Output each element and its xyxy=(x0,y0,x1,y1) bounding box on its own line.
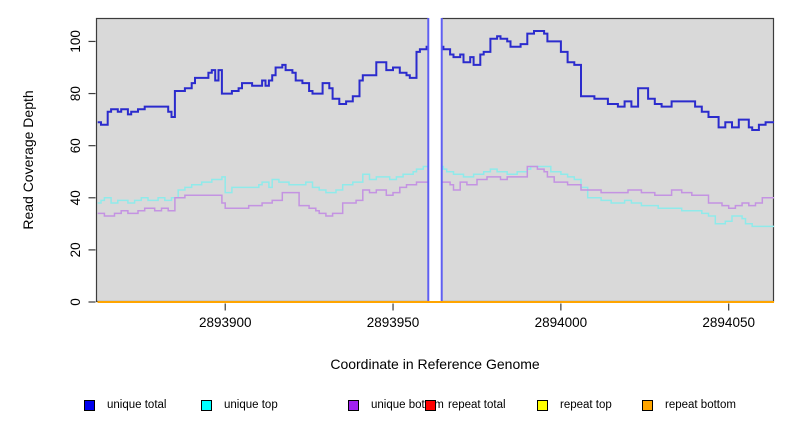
y-tick-label: 20 xyxy=(68,242,83,257)
x-tick-label: 2893950 xyxy=(367,315,420,330)
coverage-chart: 2893900 2893950 2894000 2894050 0 20 40 60 80 100… xyxy=(20,11,775,372)
highlight-band xyxy=(428,11,442,301)
series-unique-top xyxy=(97,165,774,228)
y-tick-label: 100 xyxy=(68,30,83,53)
y-axis-label: Read Coverage Depth xyxy=(20,90,36,229)
plot-area: 2893900 2893950 2894000 2894050 0 20 40 60 80 100 xyxy=(68,11,775,330)
legend-label: unique top xyxy=(224,399,278,411)
x-tick-label: 2894000 xyxy=(535,315,588,330)
series-unique-bottom xyxy=(97,165,774,217)
y-tick-label: 40 xyxy=(68,190,83,205)
legend-label: repeat top xyxy=(560,399,612,411)
legend-swatch-unique-top xyxy=(201,399,212,411)
chart-legend: unique total unique top unique bottom repea… xyxy=(0,397,792,415)
legend-label: repeat total xyxy=(448,399,506,411)
legend-swatch-repeat-total xyxy=(425,399,436,411)
y-tick-label: 0 xyxy=(68,298,83,306)
legend-swatch-unique-bottom xyxy=(348,399,359,411)
legend-label: repeat bottom xyxy=(665,399,736,411)
legend-item-repeat-top: repeat top xyxy=(537,397,612,413)
x-tick-label: 2893900 xyxy=(199,315,252,330)
legend-swatch-unique-total xyxy=(84,399,95,411)
legend-item-unique-top: unique top xyxy=(201,397,278,413)
legend-swatch-repeat-top xyxy=(537,399,548,411)
y-tick-label: 60 xyxy=(68,138,83,153)
legend-item-unique-total: unique total xyxy=(84,397,166,413)
legend-label: unique total xyxy=(107,399,167,411)
series-unique-total xyxy=(97,30,774,131)
x-tick-label: 2894050 xyxy=(702,315,755,330)
legend-item-repeat-bottom: repeat bottom xyxy=(642,397,736,413)
x-axis-label: Coordinate in Reference Genome xyxy=(330,356,540,372)
y-tick-label: 80 xyxy=(68,86,83,101)
legend-swatch-repeat-bottom xyxy=(642,399,653,411)
legend-item-repeat-total: repeat total xyxy=(425,397,506,413)
